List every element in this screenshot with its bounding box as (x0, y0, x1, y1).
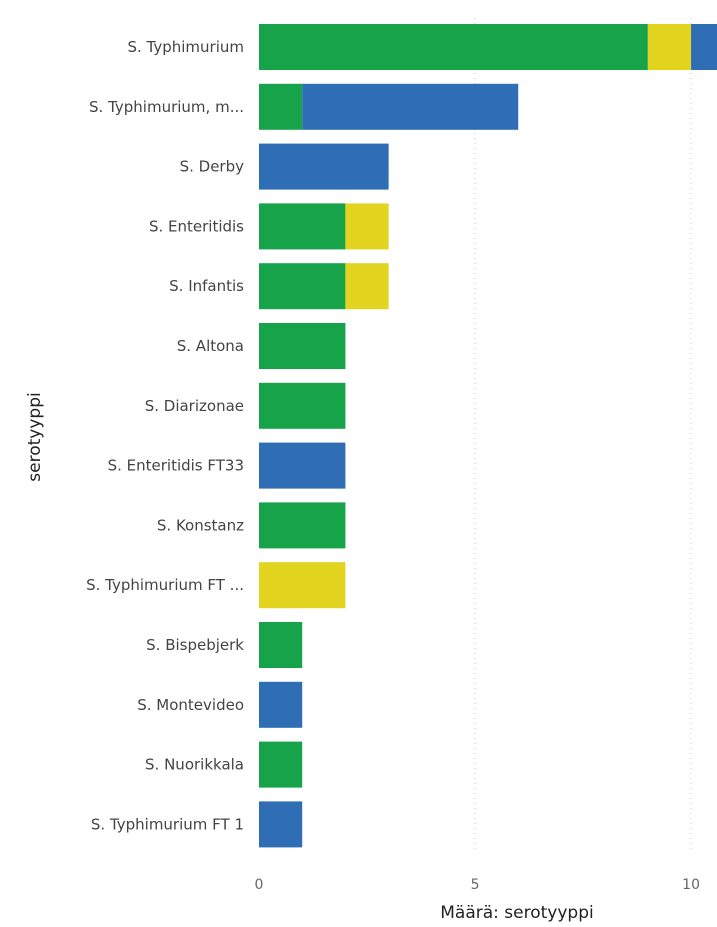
bar-segment[interactable] (345, 203, 389, 250)
bar-segment[interactable] (259, 83, 303, 130)
gridlines (474, 18, 692, 852)
category-label: S. Enteritidis (149, 217, 244, 235)
bars (259, 24, 717, 848)
category-labels: S. Typhimurium S. Typhimurium, m... S. Der… (86, 38, 244, 833)
bar-segment[interactable] (259, 622, 303, 668)
bar-segment[interactable] (259, 502, 346, 549)
bar-segment[interactable] (259, 143, 389, 190)
bar-segment[interactable] (345, 263, 389, 310)
category-label: S. Infantis (169, 277, 244, 295)
category-label: S. Konstanz (157, 516, 244, 534)
x-tick-label: 5 (471, 877, 480, 893)
bar-segment[interactable] (259, 24, 648, 70)
category-label: S. Typhimurium FT ... (86, 576, 244, 594)
bar-segment[interactable] (259, 681, 303, 728)
category-label: S. Altona (177, 337, 244, 355)
bar-segment[interactable] (259, 323, 346, 369)
bar-segment[interactable] (259, 562, 346, 609)
category-label: S. Typhimurium, m... (89, 98, 244, 116)
bar-segment[interactable] (647, 24, 692, 70)
bar-segment[interactable] (302, 83, 519, 130)
category-label: S. Typhimurium FT 1 (91, 815, 244, 833)
category-label: S. Typhimurium (127, 38, 244, 56)
category-label: S. Nuorikkala (145, 756, 244, 774)
x-tick-label: 10 (682, 877, 700, 893)
bar-segment[interactable] (691, 24, 717, 70)
bar-segment[interactable] (259, 442, 346, 489)
bar-segment[interactable] (259, 801, 303, 848)
category-label: S. Bispebjerk (146, 636, 244, 654)
bar-segment[interactable] (259, 741, 303, 788)
category-label: S. Derby (180, 158, 245, 176)
x-tick-labels: 0 5 10 (255, 877, 700, 893)
x-axis-title: Määrä: serotyyppi (440, 903, 593, 923)
x-tick-label: 0 (255, 877, 264, 893)
bar-segment[interactable] (259, 382, 346, 429)
bar-segment[interactable] (259, 203, 346, 250)
category-label: S. Montevideo (137, 696, 244, 714)
category-label: S. Diarizonae (145, 397, 244, 415)
y-axis-title: serotyyppi (25, 392, 45, 481)
bar-segment[interactable] (259, 263, 346, 310)
category-label: S. Enteritidis FT33 (108, 457, 244, 475)
